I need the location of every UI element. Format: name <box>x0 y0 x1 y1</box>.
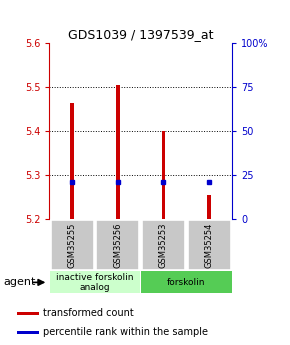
Bar <box>141 271 231 294</box>
Text: agent: agent <box>3 277 35 287</box>
Title: GDS1039 / 1397539_at: GDS1039 / 1397539_at <box>68 28 213 41</box>
Bar <box>50 271 140 294</box>
Bar <box>142 220 185 270</box>
Text: GSM35255: GSM35255 <box>68 222 77 268</box>
Bar <box>70 102 74 219</box>
Text: GSM35254: GSM35254 <box>205 222 214 268</box>
Text: forskolin: forskolin <box>167 278 206 287</box>
Bar <box>162 131 165 219</box>
Bar <box>116 85 120 219</box>
Bar <box>17 331 39 334</box>
Text: inactive forskolin
analog: inactive forskolin analog <box>56 273 134 292</box>
Text: GSM35256: GSM35256 <box>113 222 122 268</box>
Bar <box>17 312 39 315</box>
Text: percentile rank within the sample: percentile rank within the sample <box>43 327 208 337</box>
Bar <box>188 220 231 270</box>
Text: transformed count: transformed count <box>43 308 133 318</box>
Bar <box>96 220 139 270</box>
Bar <box>207 195 211 219</box>
Bar <box>51 220 94 270</box>
Text: GSM35253: GSM35253 <box>159 222 168 268</box>
